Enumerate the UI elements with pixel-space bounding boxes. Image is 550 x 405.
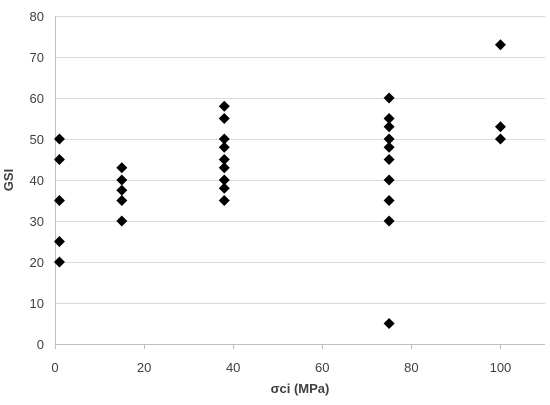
data-point — [494, 39, 506, 51]
data-point — [53, 154, 65, 165]
x-tick-label: 20 — [137, 360, 151, 375]
data-point — [383, 133, 395, 145]
data-point — [218, 174, 230, 186]
data-point — [383, 121, 395, 133]
y-tick-label: 30 — [30, 214, 44, 229]
data-point — [383, 113, 395, 124]
data-point — [218, 133, 230, 145]
data-point — [383, 318, 395, 329]
data-point — [218, 141, 230, 153]
data-point — [383, 215, 395, 227]
x-tick-label: 80 — [404, 360, 418, 375]
y-tick-label: 70 — [30, 50, 44, 65]
data-point — [116, 174, 128, 186]
gridlines — [55, 16, 545, 304]
data-point — [53, 236, 65, 247]
y-tick-label: 20 — [30, 255, 44, 270]
y-tick-label: 40 — [30, 173, 44, 188]
data-point — [383, 195, 395, 206]
data-point — [383, 92, 395, 104]
data-point — [383, 174, 395, 186]
data-point — [53, 195, 65, 206]
data-point — [218, 113, 230, 124]
x-tick-label: 100 — [490, 360, 512, 375]
data-point — [218, 162, 230, 174]
data-point — [53, 256, 65, 268]
data-point — [116, 215, 128, 227]
data-points — [53, 39, 506, 329]
x-tick-label: 60 — [315, 360, 329, 375]
data-point — [116, 195, 128, 206]
y-tick-label: 10 — [30, 296, 44, 311]
data-point — [218, 154, 230, 165]
x-tick-labels: 0 20 40 60 80 100 — [51, 360, 511, 375]
data-point — [218, 100, 230, 112]
x-tick-label: 0 — [51, 360, 58, 375]
data-point — [116, 184, 128, 196]
x-axis-label: σci (MPa) — [271, 381, 330, 396]
data-point — [383, 141, 395, 153]
data-point — [494, 133, 506, 145]
data-point — [218, 195, 230, 206]
data-point — [494, 121, 506, 133]
data-point — [116, 162, 128, 174]
data-point — [53, 133, 65, 145]
data-point — [383, 154, 395, 165]
axes — [55, 16, 545, 349]
y-axis-label: GSI — [1, 169, 16, 191]
data-point — [218, 182, 230, 194]
y-tick-label: 50 — [30, 132, 44, 147]
x-tick-label: 40 — [226, 360, 240, 375]
y-tick-label: 80 — [30, 9, 44, 24]
y-tick-labels: 0 10 20 30 40 50 60 70 80 — [30, 9, 44, 352]
y-tick-label: 0 — [37, 337, 44, 352]
y-tick-label: 60 — [30, 91, 44, 106]
